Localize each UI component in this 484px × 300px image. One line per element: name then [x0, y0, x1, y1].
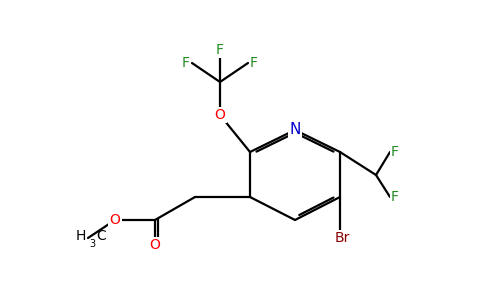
Text: Br: Br	[334, 231, 349, 245]
Text: O: O	[109, 213, 121, 227]
Text: F: F	[250, 56, 258, 70]
Text: F: F	[391, 190, 399, 204]
Text: 3: 3	[89, 239, 95, 249]
Text: O: O	[214, 108, 226, 122]
Text: H: H	[76, 229, 86, 243]
Text: F: F	[182, 56, 190, 70]
Text: N: N	[289, 122, 301, 137]
Text: C: C	[96, 229, 106, 243]
Text: F: F	[391, 145, 399, 159]
Text: O: O	[150, 238, 160, 252]
Text: F: F	[216, 43, 224, 57]
